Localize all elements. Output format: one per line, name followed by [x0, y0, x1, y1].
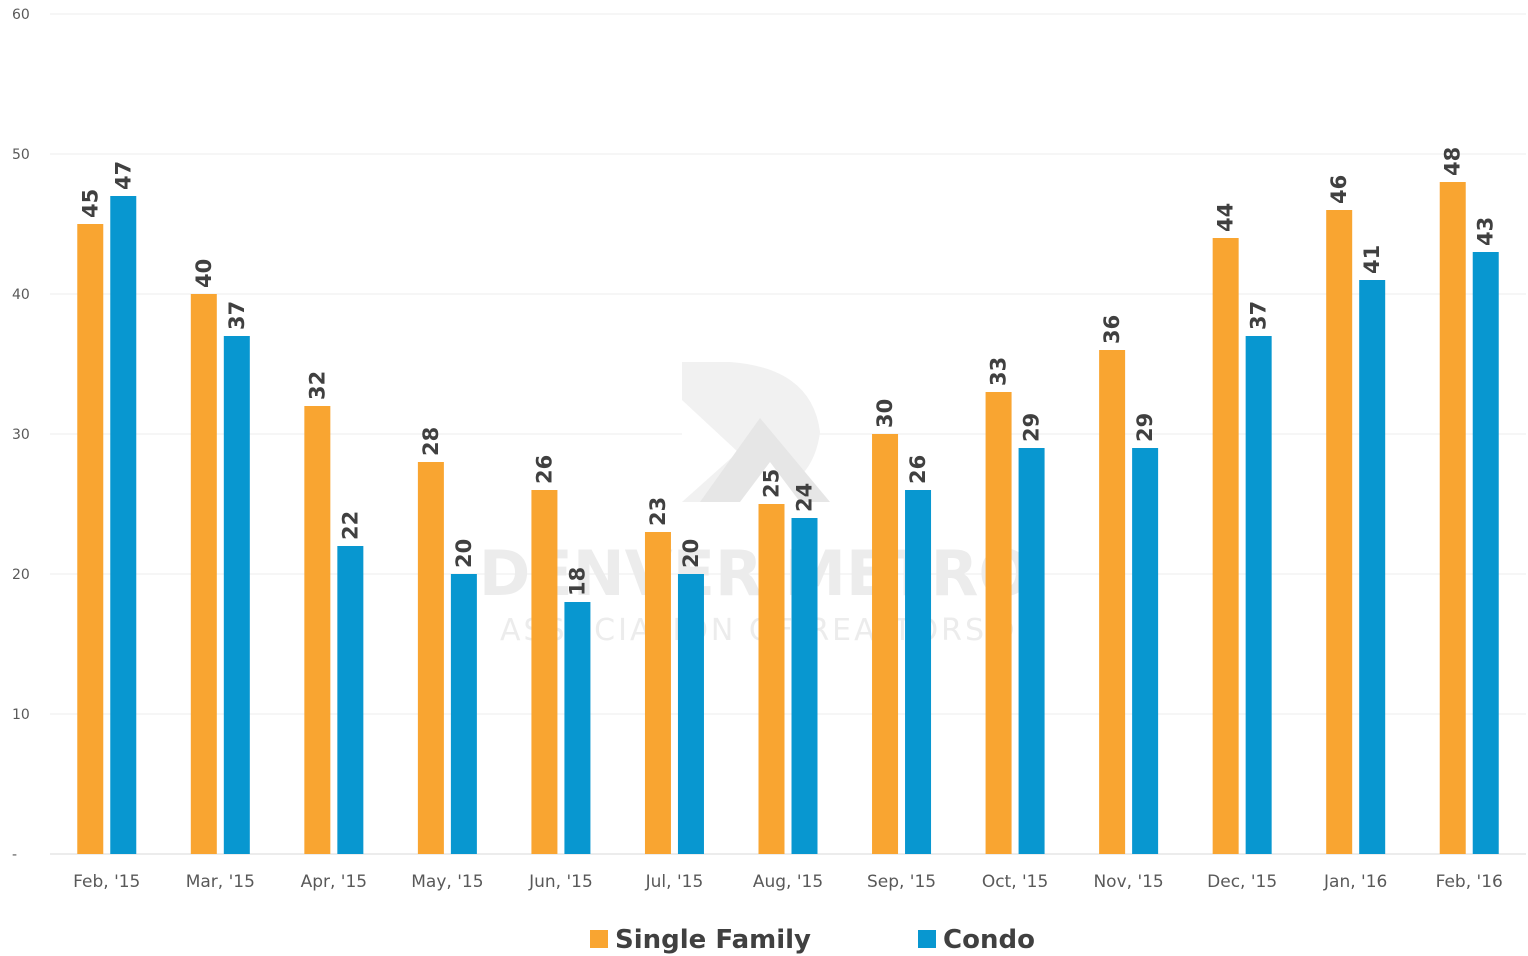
bar [304, 406, 331, 854]
y-axis: - 10 20 30 40 50 60 [12, 7, 30, 863]
bar [417, 462, 444, 854]
x-tick-label: Jan, '16 [1323, 872, 1387, 892]
data-label: 30 [873, 399, 897, 428]
data-label: 36 [1100, 315, 1124, 344]
data-label: 26 [532, 455, 556, 484]
x-tick-label: May, '15 [411, 872, 483, 892]
y-tick-label: - [12, 847, 17, 863]
x-tick-label: Nov, '15 [1093, 872, 1163, 892]
data-label: 41 [1360, 245, 1384, 274]
bar [905, 490, 932, 854]
data-label: 25 [760, 469, 784, 498]
data-label: 46 [1327, 175, 1351, 204]
x-tick-label: Feb, '15 [73, 872, 140, 892]
data-label: 32 [305, 371, 329, 400]
bar [1099, 350, 1126, 854]
bar [644, 532, 671, 854]
bar [1472, 252, 1499, 854]
data-label: 18 [565, 567, 589, 596]
data-label: 45 [78, 189, 102, 218]
data-label: 20 [679, 539, 703, 568]
watermark: DENVER METRO ASSOCIATION OF REALTORS® [479, 362, 1031, 648]
x-tick-label: Dec, '15 [1207, 872, 1277, 892]
legend-item: Single Family [590, 925, 811, 955]
bar [77, 224, 104, 854]
data-label: 22 [338, 511, 362, 540]
x-tick-label: Aug, '15 [753, 872, 823, 892]
x-tick-label: Jun, '15 [528, 872, 593, 892]
bar [1018, 448, 1045, 854]
bar [1212, 238, 1239, 854]
y-tick-label: 20 [12, 567, 30, 583]
watermark-line1: DENVER METRO [479, 537, 1031, 610]
bars [77, 182, 1499, 854]
data-label: 23 [646, 497, 670, 526]
data-label: 33 [987, 357, 1011, 386]
x-tick-label: Mar, '15 [186, 872, 255, 892]
data-label: 28 [419, 427, 443, 456]
y-tick-label: 40 [12, 287, 30, 303]
legend-label: Condo [943, 925, 1035, 955]
bar [1245, 336, 1272, 854]
y-tick-label: 30 [12, 427, 30, 443]
bar [791, 518, 818, 854]
bar [450, 574, 477, 854]
bar [190, 294, 217, 854]
legend-swatch [918, 930, 936, 948]
bar [110, 196, 137, 854]
legend-item: Condo [918, 925, 1035, 955]
bar [677, 574, 704, 854]
x-tick-label: Jul, '15 [645, 872, 704, 892]
data-label: 26 [906, 455, 930, 484]
data-label: 29 [1133, 413, 1157, 442]
bar [564, 602, 591, 854]
data-label: 24 [793, 483, 817, 512]
bar [985, 392, 1012, 854]
watermark-logo-icon [682, 362, 830, 502]
bar [758, 504, 785, 854]
y-tick-label: 60 [12, 7, 30, 23]
bar [1439, 182, 1466, 854]
bar [1359, 280, 1386, 854]
bar [1326, 210, 1353, 854]
bar [872, 434, 899, 854]
data-label: 47 [111, 161, 135, 190]
x-tick-label: Oct, '15 [982, 872, 1049, 892]
data-label: 20 [452, 539, 476, 568]
data-label: 43 [1474, 217, 1498, 246]
y-tick-label: 10 [12, 707, 30, 723]
data-label: 44 [1214, 203, 1238, 232]
bar [337, 546, 364, 854]
data-labels: 45 47 40 37 32 22 28 20 26 18 23 20 25 24 30 26 33 29 36 29… [78, 147, 1497, 596]
data-label: 48 [1441, 147, 1465, 176]
legend: Single Family Condo [590, 925, 1035, 955]
x-tick-label: Sep, '15 [867, 872, 936, 892]
data-label: 40 [192, 259, 216, 288]
legend-label: Single Family [615, 925, 811, 955]
data-label: 37 [225, 301, 249, 330]
x-axis: Feb, '15 Mar, '15 Apr, '15 May, '15 Jun, '15… [73, 872, 1503, 892]
data-label: 37 [1247, 301, 1271, 330]
bar [531, 490, 558, 854]
bar [1132, 448, 1159, 854]
grid-lines [50, 13, 1526, 855]
x-tick-label: Apr, '15 [301, 872, 368, 892]
y-tick-label: 50 [12, 147, 30, 163]
x-tick-label: Feb, '16 [1436, 872, 1503, 892]
legend-swatch [590, 930, 608, 948]
bar [223, 336, 250, 854]
data-label: 29 [1020, 413, 1044, 442]
